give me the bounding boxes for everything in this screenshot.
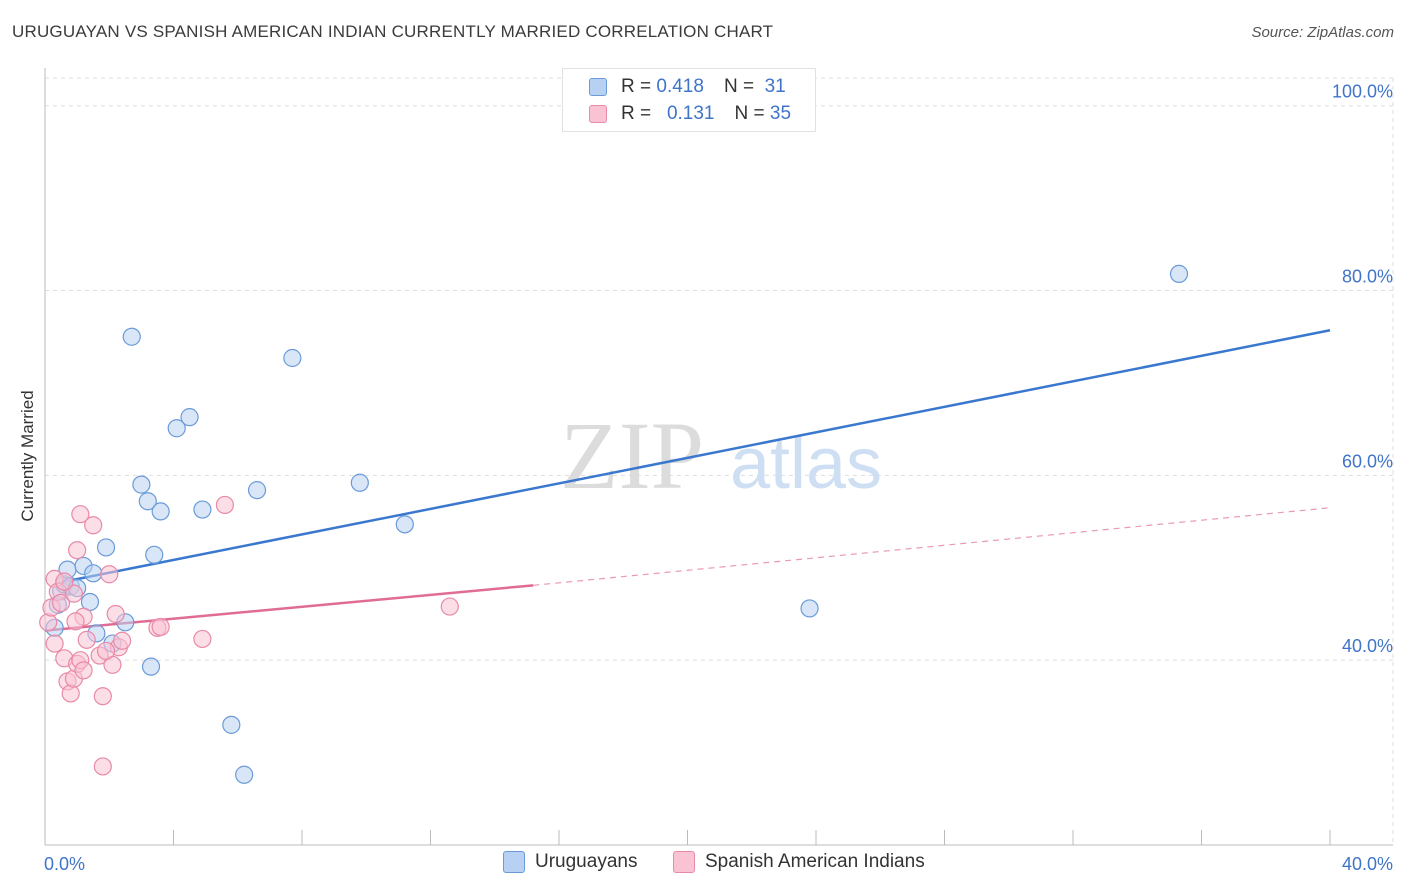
source-label: Source: ZipAtlas.com xyxy=(1251,24,1394,41)
spanish-american-indian-point xyxy=(440,597,459,616)
legend-swatch-spanish-american-indians xyxy=(589,105,607,123)
uruguayan-point xyxy=(132,475,151,494)
uruguayan-point xyxy=(800,599,819,618)
uruguayan-point xyxy=(141,657,161,676)
legend-n-value: 35 xyxy=(769,103,792,124)
uruguayan-point xyxy=(395,515,414,534)
spanish-american-indian-point xyxy=(45,634,64,653)
x-tick-label: 40.0% xyxy=(1342,854,1393,874)
legend-r-label: R = xyxy=(621,103,652,124)
data-points xyxy=(39,264,1189,784)
spanish-american-indian-trend-extension xyxy=(533,507,1331,586)
legend-r-label: R = xyxy=(621,76,652,97)
legend-r-value: 0.131 xyxy=(666,103,715,124)
spanish-american-indian-point xyxy=(84,516,103,535)
y-tick-label: 100.0% xyxy=(1332,82,1393,102)
y-tick-label: 80.0% xyxy=(1342,267,1393,287)
spanish-american-indian-point xyxy=(64,584,84,603)
legend-row-spanish-american-indians: R = 0.131 N = 35 xyxy=(589,102,791,126)
uruguayan-point xyxy=(145,545,164,564)
watermark-zip: ZIP xyxy=(560,402,704,509)
spanish-american-indian-point xyxy=(100,565,119,584)
spanish-american-indian-point xyxy=(71,505,90,524)
watermark-atlas: atlas xyxy=(730,424,882,504)
spanish-american-indian-point xyxy=(77,630,96,649)
spanish-american-indian-point xyxy=(55,572,74,591)
uruguayan-point xyxy=(222,715,241,734)
bottom-legend-label: Uruguayans xyxy=(535,851,638,872)
grid-lines xyxy=(45,77,1394,845)
uruguayan-point xyxy=(247,481,267,500)
uruguayan-point xyxy=(96,538,116,557)
watermark: ZIP atlas xyxy=(560,402,882,509)
y-tick-label: 60.0% xyxy=(1342,451,1393,471)
uruguayan-point xyxy=(283,348,302,368)
bottom-legend-swatch-uruguayans xyxy=(503,851,525,873)
chart-title: URUGUAYAN VS SPANISH AMERICAN INDIAN CUR… xyxy=(12,22,774,41)
spanish-american-indian-point xyxy=(193,629,212,649)
y-axis-label: Currently Married xyxy=(18,390,37,522)
spanish-american-indian-point xyxy=(51,593,71,612)
spanish-american-indian-point xyxy=(96,641,116,661)
uruguayan-point xyxy=(122,327,141,346)
spanish-american-indian-point xyxy=(215,495,234,515)
bottom-legend-uruguayans: Uruguayans xyxy=(503,851,637,873)
uruguayan-point xyxy=(1169,264,1189,284)
y-tick-label: 40.0% xyxy=(1342,636,1393,656)
legend-r-value: 0.418 xyxy=(656,76,704,97)
bottom-legend-label: Spanish American Indians xyxy=(705,851,925,872)
x-tick-label: 0.0% xyxy=(44,854,85,874)
uruguayan-point xyxy=(138,492,157,511)
bottom-legend-swatch-spanish-american-indians xyxy=(673,851,695,873)
uruguayan-point xyxy=(167,419,186,438)
legend-n-value: 31 xyxy=(764,76,786,97)
uruguayan-point xyxy=(151,502,170,521)
axes xyxy=(44,68,1393,846)
stats-legend: R = 0.418 N = 31 R = 0.131 N = 35 xyxy=(562,68,816,132)
spanish-american-indian-point xyxy=(106,604,125,624)
uruguayan-point xyxy=(350,473,369,492)
spanish-american-indian-point xyxy=(93,757,112,776)
legend-swatch-uruguayans xyxy=(589,78,607,96)
spanish-american-indian-point xyxy=(39,613,58,632)
legend-row-uruguayans: R = 0.418 N = 31 xyxy=(589,75,786,99)
uruguayan-point xyxy=(235,765,254,784)
uruguayan-point xyxy=(180,408,199,427)
spanish-american-indian-point xyxy=(93,687,112,706)
spanish-american-indian-point xyxy=(68,541,87,560)
legend-n-label: N = xyxy=(723,76,755,97)
uruguayan-point xyxy=(84,564,103,583)
uruguayan-trend-line xyxy=(64,329,1331,583)
spanish-american-indian-point xyxy=(74,661,93,680)
spanish-american-indian-point xyxy=(151,617,170,637)
spanish-american-indian-point xyxy=(112,631,132,650)
spanish-american-indian-point xyxy=(66,612,85,631)
uruguayan-point xyxy=(193,500,212,519)
tick-labels: 40.0% 60.0% 80.0% 100.0% 0.0% 40.0% xyxy=(44,82,1393,874)
legend-n-label: N = xyxy=(734,103,765,124)
spanish-american-indian-point xyxy=(61,684,80,703)
bottom-legend-spanish-american-indians: Spanish American Indians xyxy=(673,851,925,873)
